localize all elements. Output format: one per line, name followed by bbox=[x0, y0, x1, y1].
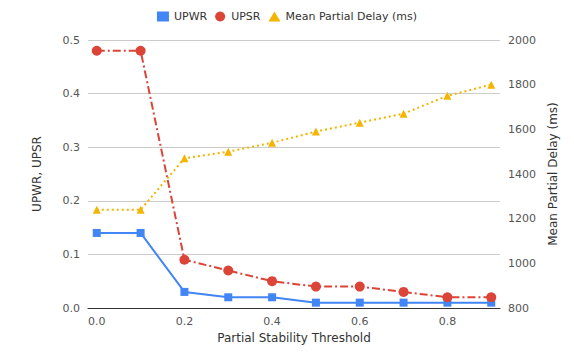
svg-text:0.6: 0.6 bbox=[351, 315, 369, 328]
svg-text:1400: 1400 bbox=[508, 168, 536, 181]
svg-text:1800: 1800 bbox=[508, 78, 536, 91]
svg-text:0.8: 0.8 bbox=[439, 315, 457, 328]
svg-text:UPWR: UPWR bbox=[174, 10, 208, 23]
svg-text:0.4: 0.4 bbox=[263, 315, 281, 328]
svg-text:1600: 1600 bbox=[508, 123, 536, 136]
svg-text:0.2: 0.2 bbox=[63, 194, 81, 207]
svg-text:1200: 1200 bbox=[508, 212, 536, 225]
svg-text:0.2: 0.2 bbox=[176, 315, 194, 328]
svg-text:UPSR: UPSR bbox=[231, 10, 261, 23]
svg-text:0.4: 0.4 bbox=[63, 87, 81, 100]
svg-text:Mean Partial Delay (ms): Mean Partial Delay (ms) bbox=[285, 10, 417, 23]
svg-text:0.0: 0.0 bbox=[63, 302, 81, 315]
svg-text:UPWR, UPSR: UPWR, UPSR bbox=[30, 136, 44, 212]
svg-text:0.3: 0.3 bbox=[63, 141, 81, 154]
svg-text:0.0: 0.0 bbox=[88, 315, 106, 328]
svg-text:800: 800 bbox=[508, 302, 529, 315]
svg-text:Mean Partial Delay (ms): Mean Partial Delay (ms) bbox=[546, 102, 560, 246]
svg-text:1000: 1000 bbox=[508, 257, 536, 270]
svg-text:0.5: 0.5 bbox=[63, 34, 81, 47]
svg-text:0.1: 0.1 bbox=[63, 248, 81, 261]
svg-text:2000: 2000 bbox=[508, 34, 536, 47]
svg-text:Partial Stability Threshold: Partial Stability Threshold bbox=[217, 331, 371, 345]
